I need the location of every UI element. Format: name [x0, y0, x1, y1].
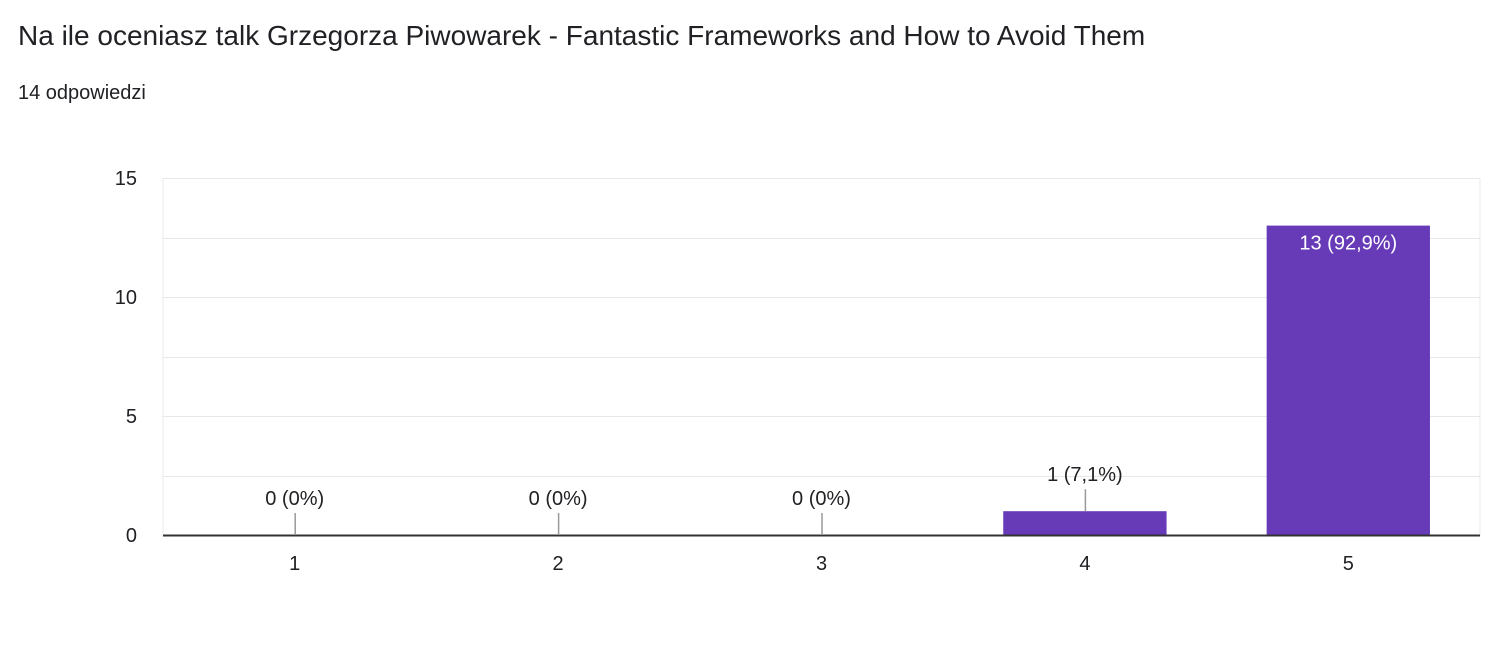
bars	[1003, 225, 1430, 535]
bar	[1003, 511, 1167, 535]
response-count: 14 odpowiedzi	[18, 82, 146, 104]
gridlines	[162, 178, 1481, 535]
x-tick-label: 4	[1079, 553, 1090, 575]
y-tick-label: 0	[126, 525, 137, 547]
data-labels: 0 (0%) 0 (0%) 0 (0%) 1 (7,1%) 13 (92,9%)	[265, 233, 1397, 535]
x-axis-ticks: 1 2 3 4 5	[289, 553, 1354, 575]
y-tick-label: 15	[115, 168, 137, 190]
data-label: 1 (7,1%)	[1047, 464, 1123, 486]
data-label: 0 (0%)	[265, 488, 324, 510]
bar	[1266, 225, 1430, 535]
x-tick-label: 3	[816, 553, 827, 575]
data-label: 13 (92,9%)	[1299, 233, 1397, 255]
x-tick-label: 5	[1343, 553, 1354, 575]
data-label: 0 (0%)	[529, 488, 588, 510]
y-tick-label: 5	[126, 406, 137, 428]
data-label: 0 (0%)	[792, 488, 851, 510]
x-tick-label: 1	[289, 553, 300, 575]
y-tick-label: 10	[115, 287, 137, 309]
question-title: Na ile oceniasz talk Grzegorza Piwowarek…	[18, 20, 1146, 51]
y-axis-ticks: 0 5 10 15	[115, 168, 137, 547]
x-tick-label: 2	[553, 553, 564, 575]
